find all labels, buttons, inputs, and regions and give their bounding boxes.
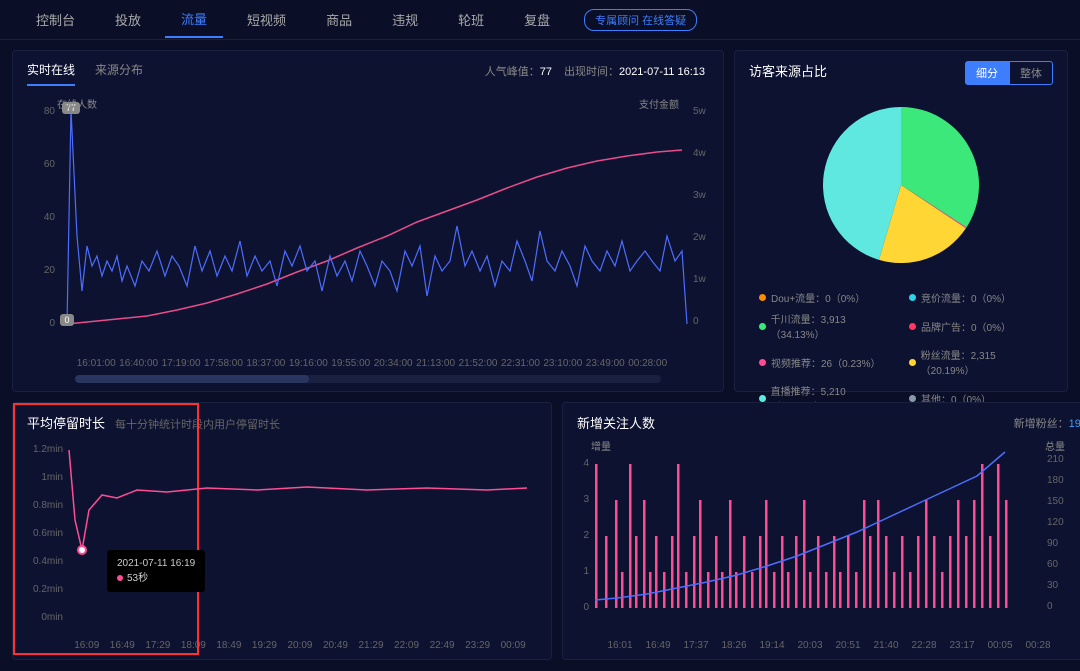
pie-legend: Dou+流量：0（0%） 竞价流量：0（0%） 千川流量：3,913（34.13%）…: [749, 290, 1053, 413]
svg-text:5w: 5w: [693, 106, 707, 117]
svg-text:60: 60: [44, 159, 56, 170]
tab-1[interactable]: 来源分布: [95, 61, 143, 86]
svg-text:0: 0: [583, 602, 589, 613]
legend-item: 视频推荐：26（0.23%）: [759, 347, 893, 377]
y-right-title: 支付金额: [639, 96, 679, 111]
svg-text:0.8min: 0.8min: [33, 500, 63, 511]
fans-title: 新增关注人数: [577, 413, 655, 432]
legend-item: 千川流量：3,913（34.13%）: [759, 311, 893, 341]
nav-复盘[interactable]: 复盘: [508, 2, 566, 37]
svg-text:40: 40: [44, 212, 56, 223]
svg-text:0: 0: [64, 315, 69, 325]
peak-meta: 人气峰值：77 出现时间：2021-07-11 16:13: [485, 63, 705, 79]
nav-短视频[interactable]: 短视频: [231, 2, 302, 37]
nav-控制台[interactable]: 控制台: [20, 2, 91, 37]
svg-text:2: 2: [583, 530, 589, 541]
svg-text:210: 210: [1047, 454, 1064, 465]
svg-text:0.2min: 0.2min: [33, 584, 63, 595]
legend-item: Dou+流量：0（0%）: [759, 290, 893, 305]
stay-chart: 1.2min 1min 0.8min 0.6min 0.4min 0.2min 0min 2…: [27, 440, 537, 640]
chart-scrollbar[interactable]: [75, 375, 661, 383]
consultant-badge[interactable]: 专属顾问 在线答疑: [584, 9, 697, 31]
svg-text:1w: 1w: [693, 274, 707, 285]
svg-text:2w: 2w: [693, 232, 707, 243]
nav-商品[interactable]: 商品: [310, 2, 368, 37]
x-axis: 16:0116:4917:3718:2619:1420:0320:5121:40…: [577, 640, 1080, 651]
svg-text:20: 20: [44, 265, 56, 276]
x-axis: 16:0916:4917:2918:0918:4919:2920:0920:49…: [27, 640, 537, 651]
nav-投放[interactable]: 投放: [99, 2, 157, 37]
chart-tooltip: 2021-07-11 16:19 53秒: [107, 550, 205, 592]
realtime-panel: 实时在线来源分布 人气峰值：77 出现时间：2021-07-11 16:13 在…: [12, 50, 724, 392]
svg-text:1: 1: [583, 566, 589, 577]
new-fans-count: 新增粉丝：199: [1014, 415, 1080, 431]
svg-text:150: 150: [1047, 496, 1064, 507]
svg-text:30: 30: [1047, 580, 1059, 591]
svg-text:80: 80: [44, 106, 56, 117]
svg-text:0min: 0min: [41, 612, 63, 620]
pie-toggle[interactable]: 细分整体: [965, 61, 1053, 85]
svg-text:120: 120: [1047, 517, 1064, 528]
stay-subtitle: 每十分钟统计时段内用户停留时长: [115, 416, 280, 432]
pie-chart: [816, 100, 986, 270]
svg-text:60: 60: [1047, 559, 1059, 570]
x-axis: 16:01:0016:40:0017:19:0017:58:0018:37:00…: [27, 356, 709, 369]
svg-text:0: 0: [49, 318, 55, 329]
tab-0[interactable]: 实时在线: [27, 61, 75, 86]
svg-text:0: 0: [693, 316, 699, 327]
svg-text:0: 0: [1047, 601, 1053, 612]
stay-title: 平均停留时长: [27, 413, 105, 432]
svg-text:4: 4: [583, 458, 589, 469]
source-pie-panel: 访客来源占比 细分整体 Dou+流量：0（0%） 竞价流量：0（0%） 千川流量：3…: [734, 50, 1068, 392]
nav-轮班[interactable]: 轮班: [442, 2, 500, 37]
new-fans-panel: 新增关注人数 新增粉丝：199 增量总量43210210180150120906…: [562, 402, 1080, 660]
legend-item: 粉丝流量：2,315（20.19%）: [909, 347, 1043, 377]
nav-流量[interactable]: 流量: [165, 1, 223, 38]
svg-text:90: 90: [1047, 538, 1059, 549]
legend-item: 竞价流量：0（0%）: [909, 290, 1043, 305]
legend-item: 品牌广告：0（0%）: [909, 311, 1043, 341]
svg-text:1min: 1min: [41, 472, 63, 483]
svg-text:0.6min: 0.6min: [33, 528, 63, 539]
fans-chart: 增量总量432102101801501209060300: [577, 440, 1080, 640]
svg-text:3: 3: [583, 494, 589, 505]
nav-违规[interactable]: 违规: [376, 2, 434, 37]
svg-text:总量: 总量: [1045, 440, 1065, 453]
online-chart: 在线人数 支付金额 8060402005w4w3w2w1w0770: [27, 96, 709, 356]
svg-text:180: 180: [1047, 475, 1064, 486]
top-nav: 控制台投放流量短视频商品违规轮班复盘专属顾问 在线答疑: [0, 0, 1080, 40]
avg-stay-panel: 平均停留时长 每十分钟统计时段内用户停留时长 1.2min 1min 0.8min 0…: [12, 402, 552, 660]
svg-text:3w: 3w: [693, 190, 707, 201]
svg-text:增量: 增量: [591, 440, 611, 453]
pie-title: 访客来源占比: [749, 64, 827, 79]
svg-text:4w: 4w: [693, 148, 707, 159]
y-left-title: 在线人数: [57, 96, 97, 111]
svg-text:0.4min: 0.4min: [33, 556, 63, 567]
svg-text:1.2min: 1.2min: [33, 444, 63, 455]
